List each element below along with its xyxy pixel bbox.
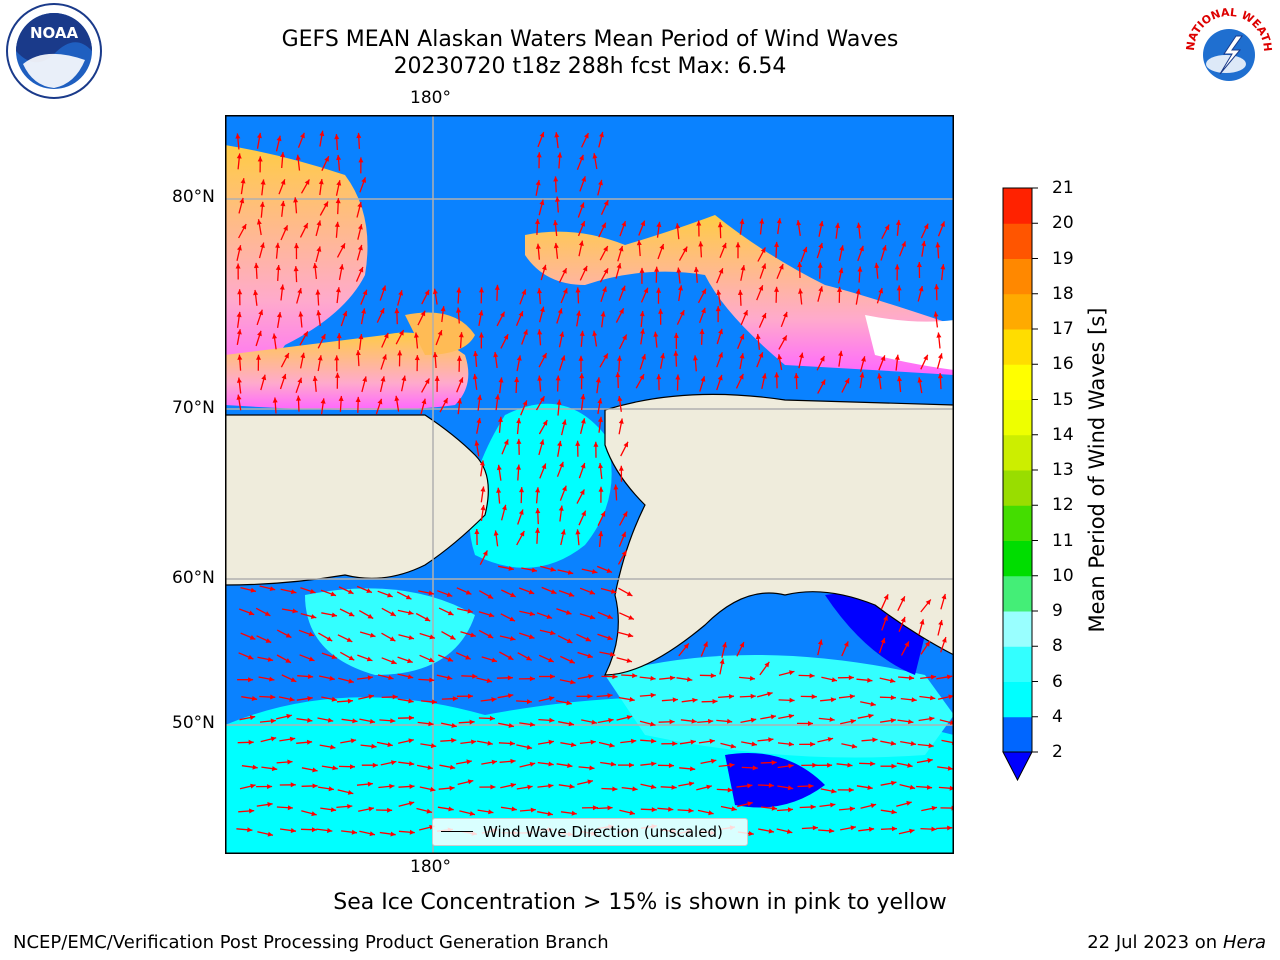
sea-ice-field [225, 145, 954, 410]
colorbar-segment [1003, 611, 1032, 647]
colorbar-segment [1003, 364, 1032, 400]
footer-date: 22 Jul 2023 on Hera [1087, 932, 1266, 953]
chart-subtitle: 20230720 t18z 288h fcst Max: 6.54 [393, 54, 787, 79]
colorbar-segment [1003, 223, 1032, 259]
wind-wave-arrows [235, 130, 954, 837]
colorbar-segment [1003, 329, 1032, 365]
colorbar-segment [1003, 434, 1032, 471]
colorbar-tick-label: 8 [1052, 636, 1063, 657]
lon-label-bottom: 180° [410, 857, 451, 877]
colorbar [1002, 187, 1038, 782]
chart-title: GEFS MEAN Alaskan Waters Mean Period of … [281, 27, 899, 52]
colorbar-tick-label: 18 [1052, 283, 1074, 304]
colorbar-segment [1003, 505, 1032, 541]
colorbar-tick-label: 11 [1052, 530, 1074, 551]
lon-label-top: 180° [410, 88, 451, 108]
colorbar-label: Mean Period of Wind Waves [s] [1085, 307, 1109, 633]
colorbar-tick-label: 6 [1052, 671, 1063, 692]
map-legend: Wind Wave Direction (unscaled) [432, 818, 748, 846]
legend-line-icon [441, 831, 473, 832]
colorbar-tick-label: 15 [1052, 389, 1074, 410]
map-gridlines [225, 115, 954, 854]
colorbar-segment [1003, 646, 1032, 682]
colorbar-segment [1003, 716, 1032, 753]
colorbar-tick-label: 9 [1052, 601, 1063, 621]
colorbar-segment [1003, 575, 1032, 612]
land-masses [225, 393, 954, 676]
footer-date-text: 22 Jul 2023 on [1087, 932, 1223, 953]
map-panel [225, 115, 954, 854]
colorbar-tick-label: 4 [1052, 706, 1063, 727]
colorbar-tick-label: 21 [1052, 178, 1074, 198]
colorbar-tick-label: 17 [1052, 319, 1074, 339]
colorbar-segment [1003, 293, 1032, 330]
lat-label-80: 80°N [172, 187, 215, 207]
colorbar-tick-label: 2 [1052, 742, 1063, 762]
colorbar-tick-label: 10 [1052, 565, 1074, 586]
lat-label-60: 60°N [172, 568, 215, 588]
colorbar-tick-label: 19 [1052, 248, 1074, 269]
colorbar-tick-label: 14 [1052, 424, 1074, 445]
noaa-logo-icon: NOAA [5, 2, 103, 100]
colorbar-tick-label: 16 [1052, 354, 1074, 375]
colorbar-segment [1003, 681, 1032, 718]
footer-credit: NCEP/EMC/Verification Post Processing Pr… [13, 932, 609, 953]
colorbar-segment [1003, 470, 1032, 506]
colorbar-tick-label: 20 [1052, 213, 1074, 234]
colorbar-segment [1003, 540, 1032, 577]
nws-logo-icon: NATIONAL WEATHER SERVICE [1176, 0, 1278, 100]
legend-label: Wind Wave Direction (unscaled) [483, 823, 723, 841]
colorbar-segment [1003, 399, 1032, 436]
colorbar-tick-label: 12 [1052, 495, 1074, 516]
colorbar-segment [1003, 258, 1032, 295]
colorbar-tick-label: 13 [1052, 460, 1074, 480]
noaa-logo-text: NOAA [30, 24, 79, 42]
colorbar-segment [1003, 188, 1032, 224]
sea-ice-caption: Sea Ice Concentration > 15% is shown in … [333, 890, 947, 915]
lat-label-70: 70°N [172, 398, 215, 418]
lat-label-50: 50°N [172, 713, 215, 733]
footer-machine: Hera [1222, 932, 1266, 953]
